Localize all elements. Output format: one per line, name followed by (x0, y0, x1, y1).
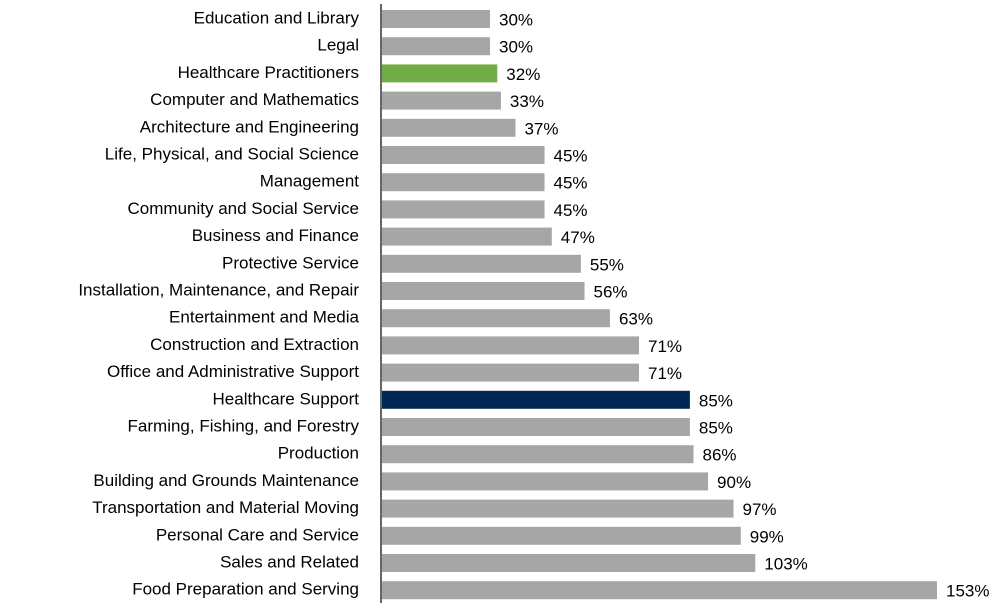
value-label: 30% (499, 38, 533, 57)
value-label: 45% (554, 201, 588, 220)
value-label: 86% (703, 446, 737, 465)
category-label: Legal (317, 36, 359, 55)
bar (382, 91, 501, 110)
value-label: 99% (750, 527, 784, 546)
bar (382, 10, 491, 28)
value-label: 90% (717, 473, 751, 492)
bar (382, 173, 545, 192)
value-label: 45% (554, 146, 588, 165)
value-label: 85% (699, 391, 733, 410)
bar (382, 118, 516, 137)
value-label: 71% (648, 364, 682, 383)
bar (382, 390, 690, 409)
value-label: 30% (499, 10, 533, 29)
value-label: 85% (699, 418, 733, 437)
bar (382, 445, 694, 464)
bar (382, 499, 734, 518)
category-label: Installation, Maintenance, and Repair (78, 280, 359, 299)
bar (382, 336, 640, 355)
category-label: Transportation and Material Moving (92, 498, 359, 517)
value-label: 103% (764, 554, 807, 573)
value-label: 45% (554, 174, 588, 193)
value-label: 153% (946, 582, 989, 601)
bar (382, 363, 640, 382)
bar (382, 37, 491, 56)
value-label: 33% (510, 92, 544, 111)
category-label: Production (278, 444, 359, 463)
category-label: Protective Service (222, 253, 359, 272)
bar (382, 472, 709, 491)
bar (382, 146, 545, 164)
category-label: Education and Library (194, 8, 360, 27)
bar (382, 200, 545, 219)
bar (382, 227, 552, 246)
category-label: Business and Finance (192, 226, 359, 245)
category-label: Personal Care and Service (156, 525, 359, 544)
category-label: Farming, Fishing, and Forestry (128, 416, 360, 435)
value-label: 97% (742, 500, 776, 519)
value-label: 55% (590, 255, 624, 274)
bar (382, 581, 937, 600)
category-label: Life, Physical, and Social Science (105, 144, 359, 163)
bar (382, 418, 690, 436)
category-label: Architecture and Engineering (140, 117, 359, 136)
bar (382, 254, 581, 273)
category-label: Healthcare Practitioners (178, 63, 359, 82)
category-label: Computer and Mathematics (150, 90, 359, 109)
category-label: Entertainment and Media (169, 308, 359, 327)
category-label: Management (260, 172, 360, 191)
bar (382, 554, 756, 572)
category-label: Food Preparation and Serving (132, 580, 359, 599)
value-label: 37% (524, 119, 558, 138)
category-label: Building and Grounds Maintenance (93, 471, 359, 490)
value-label: 32% (506, 65, 540, 84)
category-label: Sales and Related (220, 552, 359, 571)
value-label: 71% (648, 337, 682, 356)
value-label: 47% (561, 228, 595, 247)
value-label: 56% (594, 282, 628, 301)
category-label: Construction and Extraction (150, 335, 359, 354)
category-label: Healthcare Support (213, 389, 360, 408)
bar (382, 309, 610, 328)
bar (382, 64, 498, 83)
bar (382, 282, 585, 300)
category-label: Community and Social Service (128, 199, 359, 218)
bar (382, 526, 741, 545)
value-label: 63% (619, 310, 653, 329)
category-label: Office and Administrative Support (107, 362, 359, 381)
